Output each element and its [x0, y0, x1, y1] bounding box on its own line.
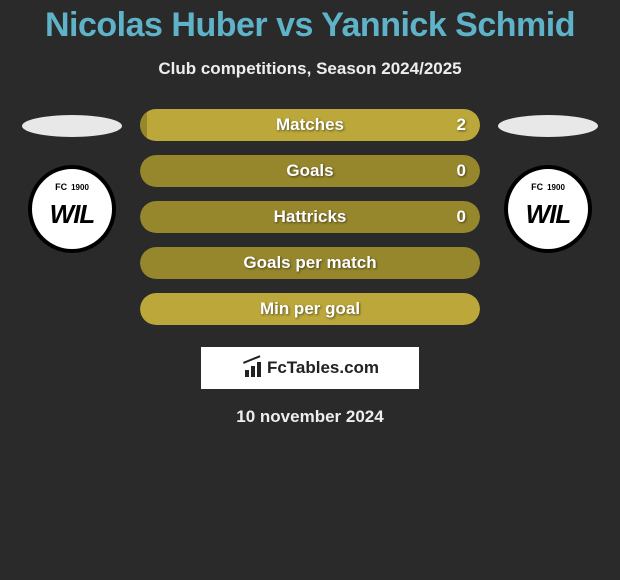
stat-bars: Matches 2 Goals 0 Hattricks 0 Goals per match M… — [140, 109, 480, 325]
club-badge-right: WIL — [504, 165, 592, 253]
left-player-col: WIL — [22, 109, 122, 253]
stat-bar: Min per goal — [140, 293, 480, 325]
stat-label: Matches — [276, 115, 344, 135]
stat-label: Goals — [286, 161, 333, 181]
badge-main-text: WIL — [50, 199, 95, 230]
stat-value-right: 0 — [457, 161, 466, 181]
player-photo-placeholder — [22, 115, 122, 137]
stat-bar: Hattricks 0 — [140, 201, 480, 233]
attribution-banner: FcTables.com — [201, 347, 419, 389]
date-text: 10 november 2024 — [236, 407, 383, 427]
stat-label: Hattricks — [274, 207, 347, 227]
page-title: Nicolas Huber vs Yannick Schmid — [45, 6, 575, 45]
page-subtitle: Club competitions, Season 2024/2025 — [158, 59, 461, 79]
right-player-col: WIL — [498, 109, 598, 253]
stat-bar: Goals 0 — [140, 155, 480, 187]
stat-value-right: 0 — [457, 207, 466, 227]
stat-bar: Matches 2 — [140, 109, 480, 141]
stat-label: Min per goal — [260, 299, 360, 319]
chart-icon — [241, 359, 263, 377]
stats-card: Nicolas Huber vs Yannick Schmid Club com… — [0, 0, 620, 427]
attribution-text: FcTables.com — [267, 358, 379, 378]
main-row: WIL Matches 2 Goals 0 Hattricks 0 Goals per ma… — [0, 109, 620, 325]
badge-small-text — [531, 182, 565, 192]
stat-label: Goals per match — [243, 253, 376, 273]
club-badge-left: WIL — [28, 165, 116, 253]
badge-main-text: WIL — [526, 199, 571, 230]
stat-bar: Goals per match — [140, 247, 480, 279]
player-photo-placeholder — [498, 115, 598, 137]
badge-small-text — [55, 182, 89, 192]
stat-value-right: 2 — [457, 115, 466, 135]
